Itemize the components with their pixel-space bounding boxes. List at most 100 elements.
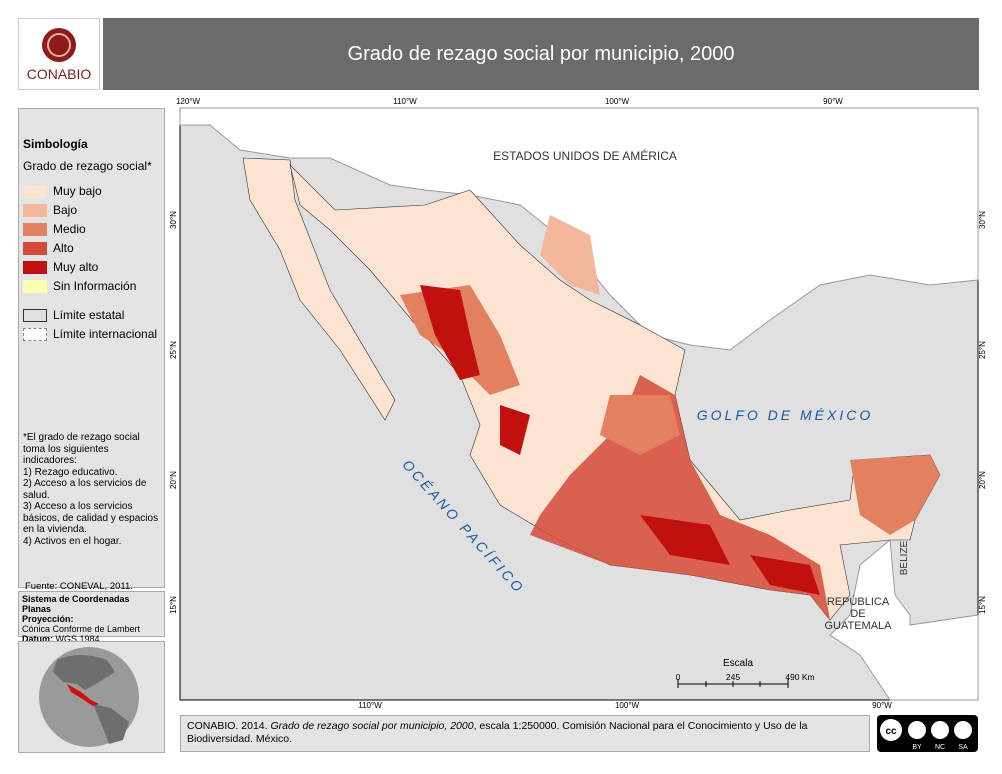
datum-line: Datum: WGS 1984 [22, 634, 161, 644]
country-label: REPÚBLICA [827, 595, 890, 608]
globe-graphic [39, 647, 139, 747]
globe-land [53, 655, 115, 690]
legend-label: Muy bajo [53, 184, 102, 198]
swatch [23, 327, 47, 341]
logo-graphic: CONABIO [27, 28, 92, 82]
license-icon [954, 721, 972, 739]
note-line: 3) Acceso a los servicios [23, 501, 133, 512]
citation-suffix: , escala 1:250000. Comisión Nacional par… [187, 720, 808, 745]
license-code: SA [958, 744, 968, 751]
region-muy-alto [420, 285, 480, 380]
scale-label: 245 [726, 672, 740, 682]
lat-label: 15°N [978, 596, 987, 614]
lat-label: 20°N [170, 471, 178, 489]
country-label: BELIZE [899, 540, 910, 575]
region-muy-alto [750, 555, 820, 595]
lon-label: 100°W [615, 701, 640, 710]
license-icon [931, 721, 949, 739]
scale-label: 490 Km [785, 672, 814, 682]
legend-state-boundary: Límite estatal [23, 307, 164, 323]
legend-label: Límite internacional [53, 327, 158, 341]
datum: WGS 1984 [55, 634, 100, 644]
legend-label: Sin Información [53, 279, 137, 293]
region-medio [850, 455, 940, 535]
swatch [23, 279, 47, 293]
locator-globe [18, 641, 165, 753]
scale-label: 0 [676, 672, 681, 682]
projection-line: Sistema de Coordenadas Planas [22, 594, 130, 614]
datum-label: Datum: [22, 634, 53, 644]
legend-label: Medio [53, 222, 86, 236]
logo: CONABIO [18, 18, 100, 90]
cc-icon [880, 719, 902, 741]
swatch [23, 260, 47, 274]
legend-label: Bajo [53, 203, 78, 217]
water-label: GOLFO DE MÉXICO [697, 407, 873, 423]
title: Grado de rezago social por municipio, 20… [347, 42, 735, 65]
license-code: NC [935, 744, 945, 751]
note-line: básicos, de calidad y espacios [23, 512, 159, 524]
legend-intl-boundary: Límite internacional [23, 326, 164, 342]
citation-title: Grado de rezago social por municipio, 20… [270, 720, 474, 732]
baja-california [242, 157, 396, 421]
note-line: salud. [23, 489, 50, 501]
lat-label: 20°N [978, 471, 987, 489]
logo-emblem-ring [47, 33, 71, 57]
lat-label: 25°N [170, 341, 178, 359]
legend-label: Límite estatal [53, 308, 125, 322]
legend-item: Medio [23, 221, 164, 237]
swatch [23, 203, 47, 217]
country-label: ESTADOS UNIDOS DE AMÉRICA [493, 148, 677, 163]
legend-item: Alto [23, 240, 164, 256]
projection-line: Cónica Conforme de Lambert [22, 624, 141, 634]
note-line: en la vivienda. [23, 524, 87, 535]
note-line: 2) Acceso a los servicios de [23, 478, 147, 489]
legend-note: *El grado de rezago social toma los sigui… [19, 432, 164, 547]
note-line: toma los siguientes indicadores: [23, 443, 109, 467]
lon-label: 110°W [358, 701, 382, 710]
lon-label: 120°W [176, 97, 201, 106]
swatch [23, 241, 47, 255]
legend-item: Sin Información [23, 278, 164, 294]
license-graphic: cc BY NC SA [880, 719, 972, 751]
map: ESTADOS UNIDOS DE AMÉRICA GOLFO DE MÉXIC… [170, 97, 987, 710]
swatch [23, 184, 47, 198]
citation-prefix: CONABIO. 2014. [187, 720, 271, 732]
swatch [23, 308, 47, 322]
mexico-mainland [289, 164, 941, 621]
swatch [23, 222, 47, 236]
scale-bar [677, 679, 789, 688]
region-muy-alto [500, 405, 530, 455]
note-line: 4) Activos en el hogar. [23, 535, 122, 547]
lat-label: 30°N [978, 211, 987, 229]
lat-label: 30°N [170, 211, 178, 229]
note-line: *El grado de rezago social [23, 432, 140, 443]
note-line: 1) Rezago educativo. [23, 466, 118, 478]
region-bajo [540, 215, 600, 295]
region-muy-alto [640, 515, 730, 565]
lon-label: 100°W [605, 97, 630, 106]
scale-title: Escala [723, 658, 753, 669]
central-america-land [829, 539, 979, 701]
cc-mark: cc [885, 726, 897, 737]
region-medio [600, 395, 680, 455]
country-label: GUATEMALA [824, 620, 892, 632]
lon-label: 110°W [393, 97, 417, 106]
legend: Simbología Grado de rezago social* Muy b… [18, 108, 165, 592]
country-label: DE [850, 608, 865, 620]
legend-item: Muy bajo [23, 183, 164, 199]
logo-text: CONABIO [27, 66, 92, 82]
legend-label: Muy alto [53, 260, 99, 274]
lon-label: 90°W [823, 97, 843, 106]
legend-items: Muy bajo Bajo Medio Alto Muy alto Sin Informa… [19, 183, 164, 294]
source: Fuente: CONEVAL, 2011. [25, 581, 133, 592]
legend-heading: Simbología [23, 137, 88, 151]
logo-emblem [42, 28, 76, 62]
projection-box: Sistema de Coordenadas Planas Proyección… [18, 591, 165, 644]
legend-subheading: Grado de rezago social* [23, 159, 152, 173]
legend-label: Alto [53, 241, 74, 255]
lon-label: 90°W [872, 701, 892, 710]
lat-label: 15°N [170, 596, 178, 614]
license-icon [908, 721, 926, 739]
